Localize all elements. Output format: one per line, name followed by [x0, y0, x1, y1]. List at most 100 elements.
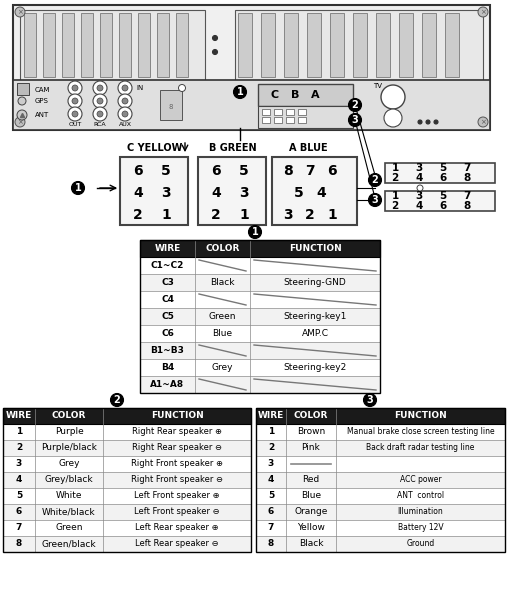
Text: Right Front speaker ⊕: Right Front speaker ⊕: [131, 460, 223, 469]
Text: 1: 1: [237, 87, 243, 97]
Circle shape: [368, 173, 382, 187]
Bar: [17, 83, 29, 95]
Text: 6: 6: [439, 201, 447, 211]
Circle shape: [122, 85, 128, 91]
Text: WIRE: WIRE: [6, 412, 32, 421]
Circle shape: [93, 94, 107, 108]
Bar: [235, 10, 483, 80]
Bar: [422, 13, 436, 77]
Bar: [140, 274, 380, 291]
Text: Black: Black: [299, 539, 323, 548]
Circle shape: [15, 7, 25, 17]
Bar: [256, 408, 505, 552]
Bar: [445, 13, 459, 77]
Bar: [284, 13, 298, 77]
Text: GPS: GPS: [35, 98, 49, 104]
Text: Green/black: Green/black: [42, 539, 97, 548]
Circle shape: [212, 49, 217, 55]
Bar: [3, 424, 251, 440]
Text: 2: 2: [372, 175, 378, 185]
Text: Back draft radar testing line: Back draft radar testing line: [366, 443, 474, 452]
Text: 3: 3: [352, 115, 358, 125]
Text: 1: 1: [16, 427, 22, 437]
Text: Blue: Blue: [212, 329, 233, 338]
Text: 4: 4: [416, 173, 423, 183]
Text: 5: 5: [294, 186, 304, 200]
Text: B1~B3: B1~B3: [150, 346, 184, 355]
Text: 3: 3: [416, 163, 423, 173]
Text: FUNCTION: FUNCTION: [394, 412, 447, 421]
Text: ×: ×: [480, 119, 486, 125]
Text: 6: 6: [327, 164, 337, 178]
Text: Steering-key2: Steering-key2: [283, 363, 346, 372]
Circle shape: [417, 185, 423, 191]
Circle shape: [68, 81, 82, 95]
Text: Right Front speaker ⊖: Right Front speaker ⊖: [131, 475, 223, 485]
Bar: [307, 13, 321, 77]
Bar: [120, 157, 188, 225]
Text: Purple: Purple: [55, 427, 83, 437]
Bar: [256, 472, 505, 488]
Text: 8: 8: [169, 104, 173, 110]
Circle shape: [426, 120, 430, 124]
Bar: [238, 13, 252, 77]
Text: 4: 4: [268, 475, 274, 485]
Text: C6: C6: [161, 329, 174, 338]
Circle shape: [122, 111, 128, 117]
Bar: [3, 488, 251, 504]
Circle shape: [348, 98, 362, 112]
Bar: [3, 536, 251, 552]
Text: A1~A8: A1~A8: [150, 380, 184, 389]
Bar: [256, 456, 505, 472]
Bar: [138, 13, 150, 77]
Text: 6: 6: [268, 508, 274, 517]
Text: 2: 2: [268, 443, 274, 452]
Circle shape: [72, 85, 78, 91]
Bar: [20, 10, 205, 80]
Circle shape: [72, 98, 78, 104]
Bar: [256, 504, 505, 520]
Circle shape: [381, 85, 405, 109]
Text: AUX: AUX: [118, 121, 132, 127]
Bar: [256, 440, 505, 456]
Bar: [140, 308, 380, 325]
Text: 3: 3: [161, 186, 171, 200]
Bar: [261, 13, 275, 77]
Text: 8: 8: [283, 164, 293, 178]
Text: 8: 8: [16, 539, 22, 548]
Text: B GREEN: B GREEN: [209, 143, 257, 153]
Bar: [298, 109, 306, 115]
Bar: [353, 13, 367, 77]
Bar: [385, 191, 495, 211]
Text: Steering-GND: Steering-GND: [283, 278, 346, 287]
Text: 3: 3: [239, 186, 249, 200]
Bar: [3, 456, 251, 472]
Text: Ground: Ground: [406, 539, 435, 548]
Bar: [258, 106, 353, 128]
Text: 1: 1: [391, 163, 399, 173]
Bar: [256, 424, 505, 440]
Bar: [262, 109, 270, 115]
Text: ACC power: ACC power: [400, 475, 441, 485]
Text: Brown: Brown: [297, 427, 325, 437]
Circle shape: [434, 120, 438, 124]
Bar: [330, 13, 344, 77]
Bar: [286, 117, 294, 123]
Circle shape: [118, 94, 132, 108]
Text: 3: 3: [372, 195, 378, 205]
Text: 6: 6: [16, 508, 22, 517]
Text: 7: 7: [463, 191, 471, 201]
Text: 1: 1: [239, 208, 249, 222]
Bar: [62, 13, 74, 77]
Text: 2: 2: [391, 173, 399, 183]
Text: Left Rear speaker ⊖: Left Rear speaker ⊖: [135, 539, 219, 548]
Text: Black: Black: [210, 278, 235, 287]
Text: Orange: Orange: [294, 508, 328, 517]
Text: White: White: [56, 491, 82, 500]
Bar: [43, 13, 55, 77]
Text: 8: 8: [268, 539, 274, 548]
Circle shape: [418, 120, 422, 124]
Bar: [81, 13, 93, 77]
Circle shape: [478, 7, 488, 17]
Text: 3: 3: [268, 460, 274, 469]
